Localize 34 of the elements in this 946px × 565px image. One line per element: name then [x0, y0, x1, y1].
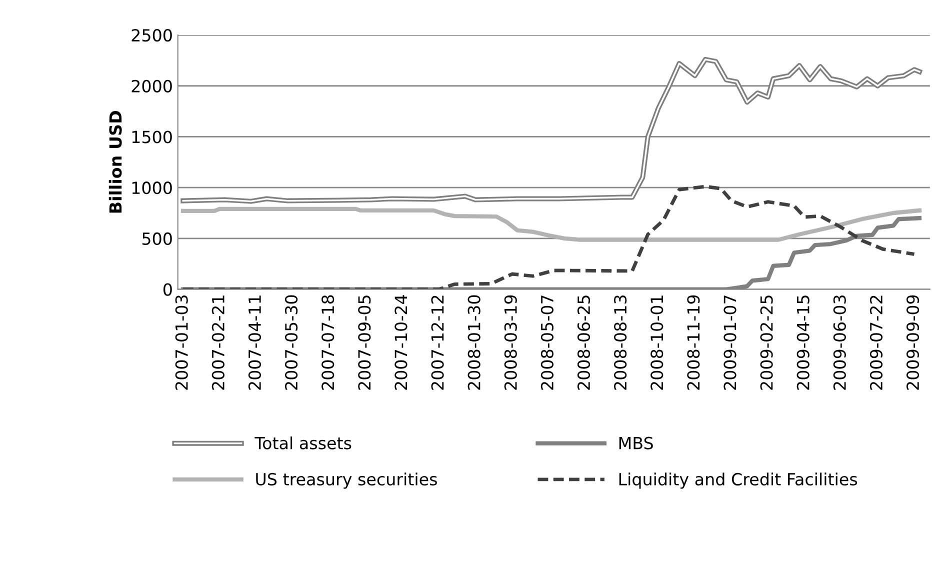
- x-tick-label: 2008-06-25: [577, 296, 590, 390]
- x-tick-label: 2009-04-15: [796, 296, 810, 390]
- legend-label: Total assets: [254, 436, 352, 450]
- legend-label: Liquidity and Credit Facilities: [619, 472, 858, 489]
- y-axis-title: Billion USD: [108, 111, 122, 213]
- line-series: [180, 206, 922, 242]
- legend-label: MBS: [619, 436, 653, 450]
- x-tick-label: 2009-06-03: [833, 295, 846, 390]
- x-tick-label: 2008-03-19: [504, 295, 517, 390]
- x-tick-label: 2008-01-30: [468, 295, 480, 390]
- x-tick-label: 2007-09-05: [358, 296, 371, 390]
- x-tick-label: 2008-11-19: [687, 295, 700, 390]
- x-tick-label: 2007-12-12: [431, 296, 444, 390]
- x-tick-label: 2008-08-13: [614, 295, 627, 390]
- y-tick-label: 2500: [132, 28, 172, 42]
- x-tick-label: 2009-01-07: [724, 296, 736, 390]
- line-series: [181, 184, 916, 290]
- x-tick-label: 2007-07-18: [322, 295, 334, 390]
- y-tick-label: 0: [163, 283, 172, 296]
- x-tick-label: 2009-07-22: [870, 296, 883, 390]
- x-tick-label: 2007-01-03: [175, 295, 188, 390]
- y-tick-label: 1000: [132, 182, 172, 194]
- legend-label: US treasury securities: [256, 472, 437, 489]
- x-tick-label: 2008-05-07: [540, 296, 554, 390]
- x-tick-label: 2008-10-01: [650, 296, 664, 390]
- x-tick-label: 2009-09-09: [906, 295, 920, 390]
- y-tick-label: 2000: [132, 80, 172, 92]
- x-tick-label: 2007-04-11: [248, 296, 262, 390]
- x-tick-label: 2007-02-21: [212, 296, 224, 390]
- x-tick-label: 2009-02-25: [760, 296, 773, 390]
- x-tick-label: 2007-05-30: [284, 295, 298, 390]
- y-tick-label: 1500: [132, 130, 172, 144]
- x-tick-label: 2007-10-24: [394, 295, 408, 390]
- y-tick-label: 500: [142, 232, 172, 245]
